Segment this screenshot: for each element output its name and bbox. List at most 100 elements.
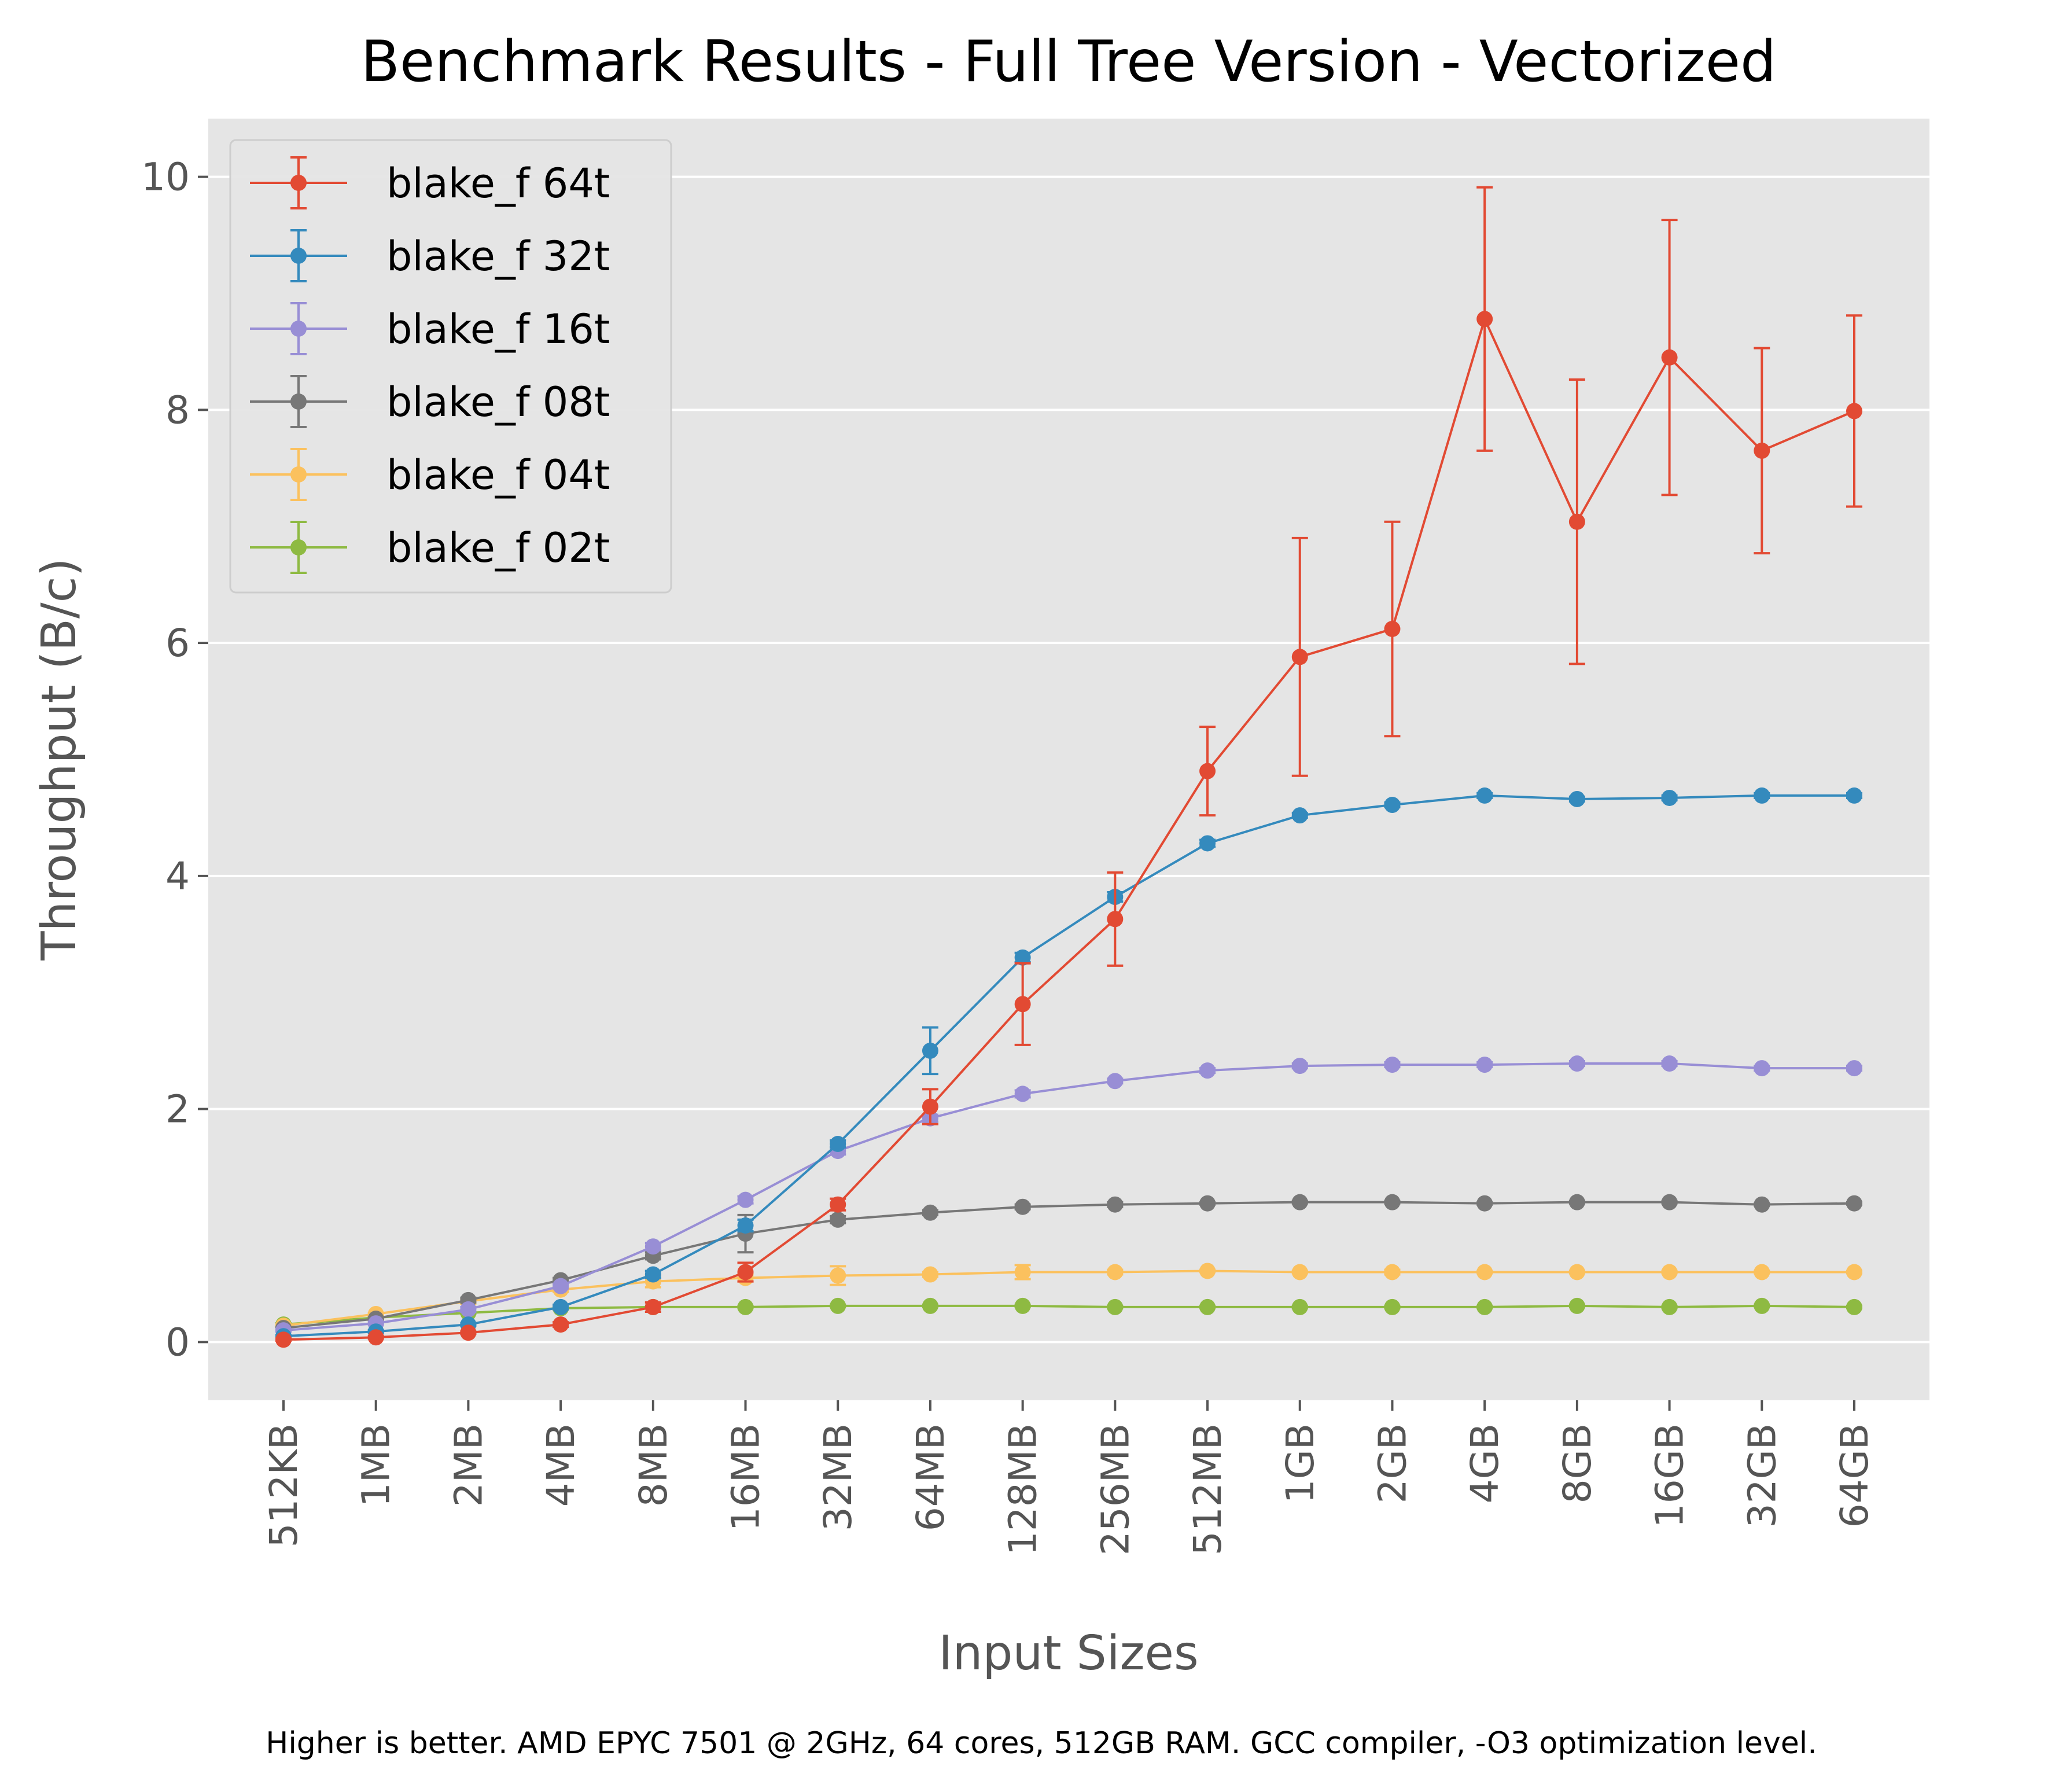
point-blake-f-64t-2MB [460,1324,477,1341]
x-tick-label-512KB: 512KB [262,1423,306,1548]
point-blake-f-02t-64MB [922,1297,938,1314]
y-tick-label-0: 0 [165,1320,190,1364]
legend-label: blake_f 64t [386,160,610,207]
x-tick-label-512MB: 512MB [1185,1423,1230,1555]
point-blake-f-04t-32MB [830,1267,846,1284]
point-blake-f-64t-8MB [645,1298,661,1315]
point-blake-f-32t-32GB [1754,787,1770,804]
point-blake-f-02t-64GB [1846,1298,1862,1315]
x-tick-label-2MB: 2MB [446,1423,491,1507]
point-blake-f-02t-16MB [737,1298,754,1315]
legend-marker [290,539,307,555]
y-tick-label-8: 8 [165,388,190,432]
x-tick-label-2GB: 2GB [1370,1423,1415,1503]
x-axis-label: Input Sizes [938,1626,1198,1681]
point-blake-f-64t-32GB [1754,442,1770,459]
point-blake-f-04t-4GB [1476,1264,1493,1280]
legend-marker [290,175,307,191]
point-blake-f-16t-64GB [1846,1060,1862,1077]
point-blake-f-64t-64GB [1846,403,1862,420]
series-line-blake-f-08t [283,1201,1855,1330]
y-tick-label-10: 10 [141,155,190,200]
point-blake-f-32t-4GB [1476,787,1493,804]
point-blake-f-16t-4MB [553,1278,569,1294]
point-blake-f-04t-128MB [1014,1264,1031,1280]
legend-label: blake_f 16t [386,306,610,353]
y-tick-label-4: 4 [165,854,190,899]
y-tick-label-2: 2 [165,1087,190,1132]
point-blake-f-08t-256MB [1107,1196,1124,1213]
point-blake-f-32t-32MB [830,1136,846,1152]
y-axis: 0 2 4 6 8 10 [141,155,208,1364]
point-blake-f-64t-4MB [553,1316,569,1333]
legend-box [229,139,672,594]
legend-item-blake-f-02t: blake_f 02t [250,521,610,574]
legend-label: blake_f 04t [386,451,610,499]
point-blake-f-32t-8MB [645,1266,661,1283]
point-blake-f-32t-2GB [1384,797,1401,814]
point-blake-f-16t-1GB [1291,1058,1308,1075]
point-blake-f-02t-32MB [830,1297,846,1314]
legend-item-blake-f-04t: blake_f 04t [250,448,610,501]
point-blake-f-64t-2GB [1384,620,1401,637]
legend-label: blake_f 02t [386,524,610,572]
point-blake-f-64t-1GB [1291,649,1308,665]
legend-item-blake-f-08t: blake_f 08t [250,375,610,428]
point-blake-f-02t-2GB [1384,1298,1401,1315]
x-tick-label-1MB: 1MB [354,1423,399,1507]
legend: blake_f 64t blake_f 32t blake_f 16t blake_f… [229,139,672,594]
point-blake-f-02t-1GB [1291,1298,1308,1315]
legend-label: blake_f 08t [386,378,610,426]
point-blake-f-04t-32GB [1754,1264,1770,1280]
point-blake-f-08t-1GB [1291,1194,1308,1210]
point-blake-f-08t-128MB [1014,1198,1031,1215]
point-blake-f-32t-8GB [1568,790,1585,807]
point-blake-f-04t-256MB [1107,1264,1124,1280]
series-blake-f-32t [275,787,1862,1345]
x-tick-label-64MB: 64MB [908,1423,953,1531]
point-blake-f-64t-128MB [1014,996,1031,1013]
series-line-blake-f-32t [283,794,1854,1338]
point-blake-f-64t-8GB [1568,513,1585,530]
point-blake-f-02t-256MB [1107,1298,1124,1315]
point-blake-f-16t-128MB [1014,1085,1031,1102]
point-blake-f-32t-16MB [737,1217,754,1234]
point-blake-f-64t-512MB [1199,763,1216,779]
series-layer [275,186,1862,1348]
point-blake-f-16t-8GB [1568,1055,1585,1072]
point-blake-f-08t-32MB [830,1211,846,1228]
legend-marker [290,466,307,483]
legend-marker [290,248,307,264]
point-blake-f-32t-1GB [1291,807,1308,824]
x-tick-label-16GB: 16GB [1648,1423,1692,1528]
point-blake-f-32t-512MB [1199,835,1216,852]
point-blake-f-64t-1MB [367,1329,384,1346]
point-blake-f-64t-16MB [737,1264,754,1280]
point-blake-f-64t-512KB [275,1331,292,1348]
point-blake-f-32t-16GB [1661,789,1678,806]
point-blake-f-16t-8MB [645,1238,661,1255]
legend-item-blake-f-16t: blake_f 16t [250,302,610,355]
point-blake-f-16t-512MB [1199,1062,1216,1079]
y-tick-label-6: 6 [165,621,190,665]
series-line-blake-f-16t [283,1062,1854,1332]
point-blake-f-16t-16GB [1661,1055,1678,1072]
point-blake-f-04t-16GB [1661,1264,1678,1280]
point-blake-f-16t-32GB [1754,1060,1770,1077]
point-blake-f-16t-2MB [460,1301,477,1318]
point-blake-f-08t-64MB [922,1204,938,1221]
point-blake-f-16t-256MB [1107,1073,1124,1090]
legend-item-blake-f-64t: blake_f 64t [250,156,610,209]
point-blake-f-64t-32MB [830,1196,846,1213]
point-blake-f-64t-4GB [1476,311,1493,328]
x-tick-label-4MB: 4MB [539,1423,583,1507]
point-blake-f-02t-4GB [1476,1298,1493,1315]
point-blake-f-08t-32GB [1754,1196,1770,1213]
x-tick-label-64GB: 64GB [1832,1423,1877,1528]
x-tick-label-8GB: 8GB [1555,1423,1600,1503]
point-blake-f-04t-64GB [1846,1264,1862,1280]
point-blake-f-08t-8GB [1568,1194,1585,1210]
point-blake-f-32t-4MB [553,1298,569,1315]
point-blake-f-02t-32GB [1754,1297,1770,1314]
